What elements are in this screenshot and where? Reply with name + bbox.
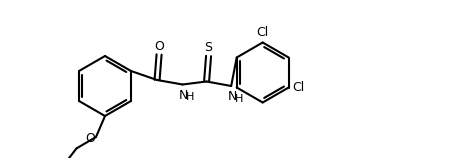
Text: Cl: Cl <box>292 81 304 94</box>
Text: H: H <box>186 92 194 102</box>
Text: H: H <box>234 94 242 103</box>
Text: O: O <box>85 131 95 145</box>
Text: S: S <box>204 41 212 54</box>
Text: N: N <box>179 88 188 101</box>
Text: Cl: Cl <box>256 25 268 39</box>
Text: O: O <box>154 40 163 52</box>
Text: N: N <box>227 90 236 103</box>
